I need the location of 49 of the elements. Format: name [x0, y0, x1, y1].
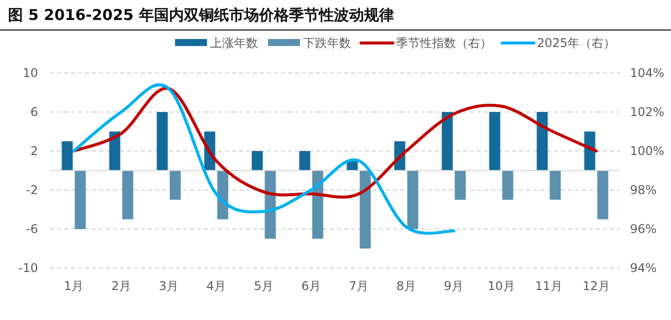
bar	[109, 132, 120, 170]
y2-tick-label: 94%	[630, 261, 657, 275]
bar	[454, 170, 466, 200]
y-tick-label: 6	[30, 105, 38, 119]
x-tick-label: 9月	[444, 279, 464, 293]
y2-tick-label: 102%	[630, 105, 664, 119]
x-tick-label: 11月	[535, 279, 562, 293]
x-tick-label: 12月	[582, 279, 610, 293]
legend-label: 季节性指数（右）	[396, 36, 492, 50]
x-tick-label: 2月	[111, 279, 132, 293]
bar	[442, 112, 453, 170]
bar	[360, 170, 371, 248]
y-tick-label: 10	[22, 66, 38, 80]
x-tick-label: 5月	[254, 279, 274, 293]
bar	[536, 112, 548, 170]
x-tick-label: 7月	[348, 279, 369, 293]
x-tick-label: 3月	[158, 279, 179, 293]
legend-label: 上涨年数	[210, 36, 258, 50]
bar	[502, 170, 514, 200]
bar	[74, 170, 86, 229]
x-tick-label: 6月	[301, 279, 322, 293]
bar	[170, 170, 181, 200]
x-tick-label: 8月	[396, 279, 416, 293]
chart-title: 图 5 2016-2025 年国内双铜纸市场价格季节性波动规律	[8, 6, 394, 24]
bar	[584, 132, 596, 170]
bar	[62, 141, 73, 170]
legend-label: 下跌年数	[303, 36, 351, 50]
y-tick-label: 2	[30, 144, 38, 158]
x-tick-label: 4月	[206, 279, 226, 293]
y-tick-label: -10	[18, 261, 38, 275]
y-tick-label: -6	[26, 222, 38, 236]
bar	[122, 170, 134, 220]
bar	[597, 170, 608, 220]
y2-tick-label: 96%	[630, 222, 657, 236]
bar	[299, 151, 310, 170]
bar	[407, 170, 418, 229]
y2-tick-label: 104%	[630, 66, 664, 80]
bar	[489, 112, 500, 170]
bar	[252, 151, 263, 170]
legend-label: 2025年（右）	[537, 36, 616, 50]
bar	[156, 112, 168, 170]
y2-tick-label: 98%	[630, 183, 657, 197]
x-tick-label: 1月	[64, 279, 84, 293]
bar	[264, 170, 276, 239]
bar	[550, 170, 561, 200]
x-tick-label: 10月	[488, 279, 515, 293]
y-tick-label: -2	[26, 183, 38, 197]
bar	[217, 170, 228, 220]
y2-tick-label: 100%	[630, 144, 664, 158]
